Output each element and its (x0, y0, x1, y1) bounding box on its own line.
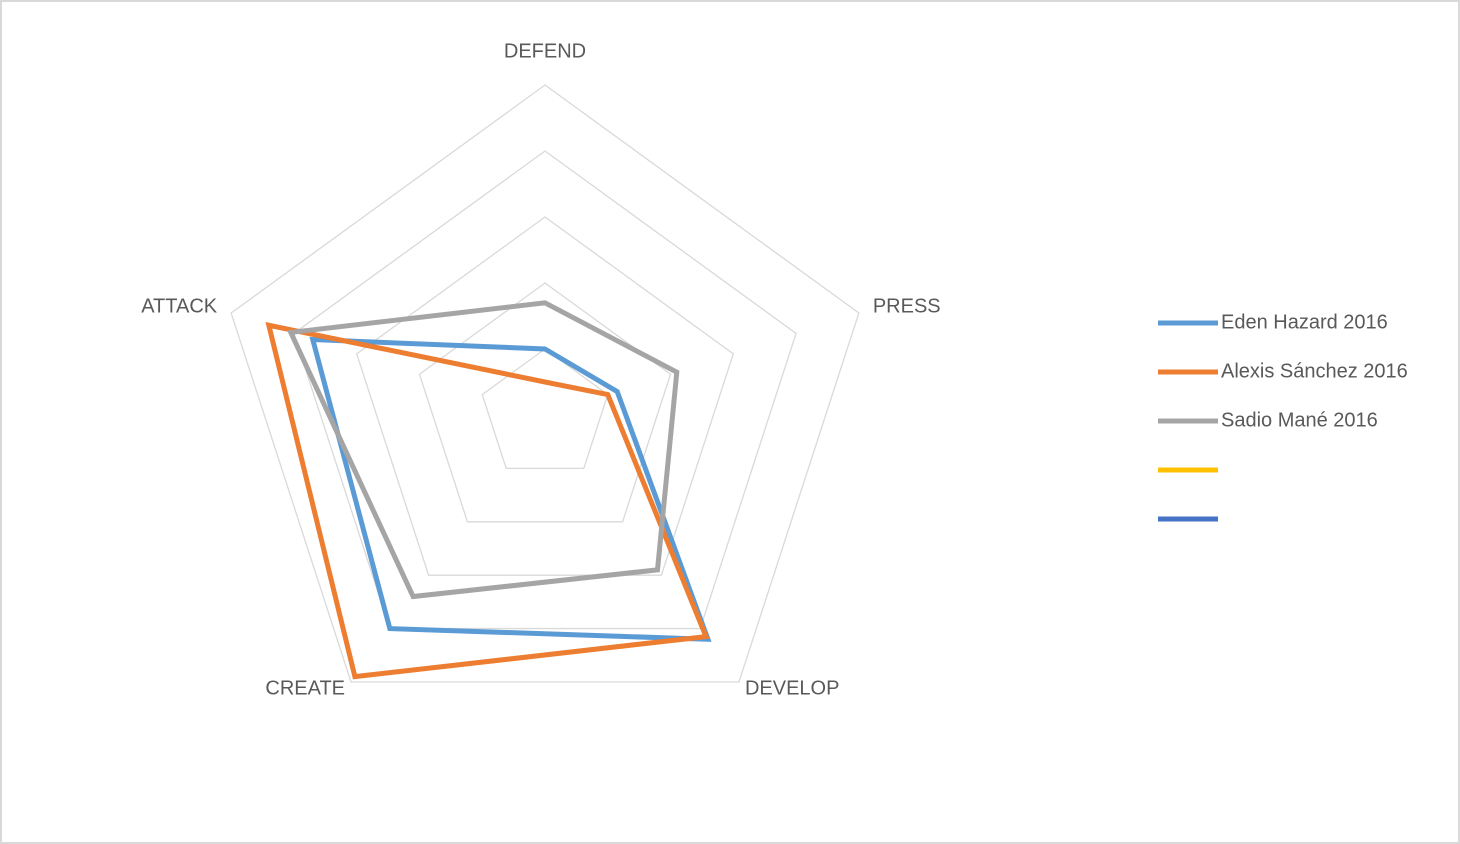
axis-label: PRESS (873, 295, 941, 317)
axis-label: DEFEND (504, 40, 586, 62)
series-line (287, 300, 680, 600)
grid-ring (230, 84, 860, 683)
axis-label: DEVELOP (745, 677, 839, 699)
axis-label: CREATE (265, 677, 345, 699)
grid-ring (293, 150, 797, 630)
series-line (265, 322, 710, 680)
legend-label: Eden Hazard 2016 (1221, 311, 1388, 333)
legend-label: Alexis Sánchez 2016 (1221, 360, 1408, 382)
legend-label: Sadio Mané 2016 (1221, 409, 1378, 431)
axis-label: ATTACK (141, 295, 218, 317)
grid-ring (355, 216, 735, 576)
grid-ring (481, 348, 609, 470)
